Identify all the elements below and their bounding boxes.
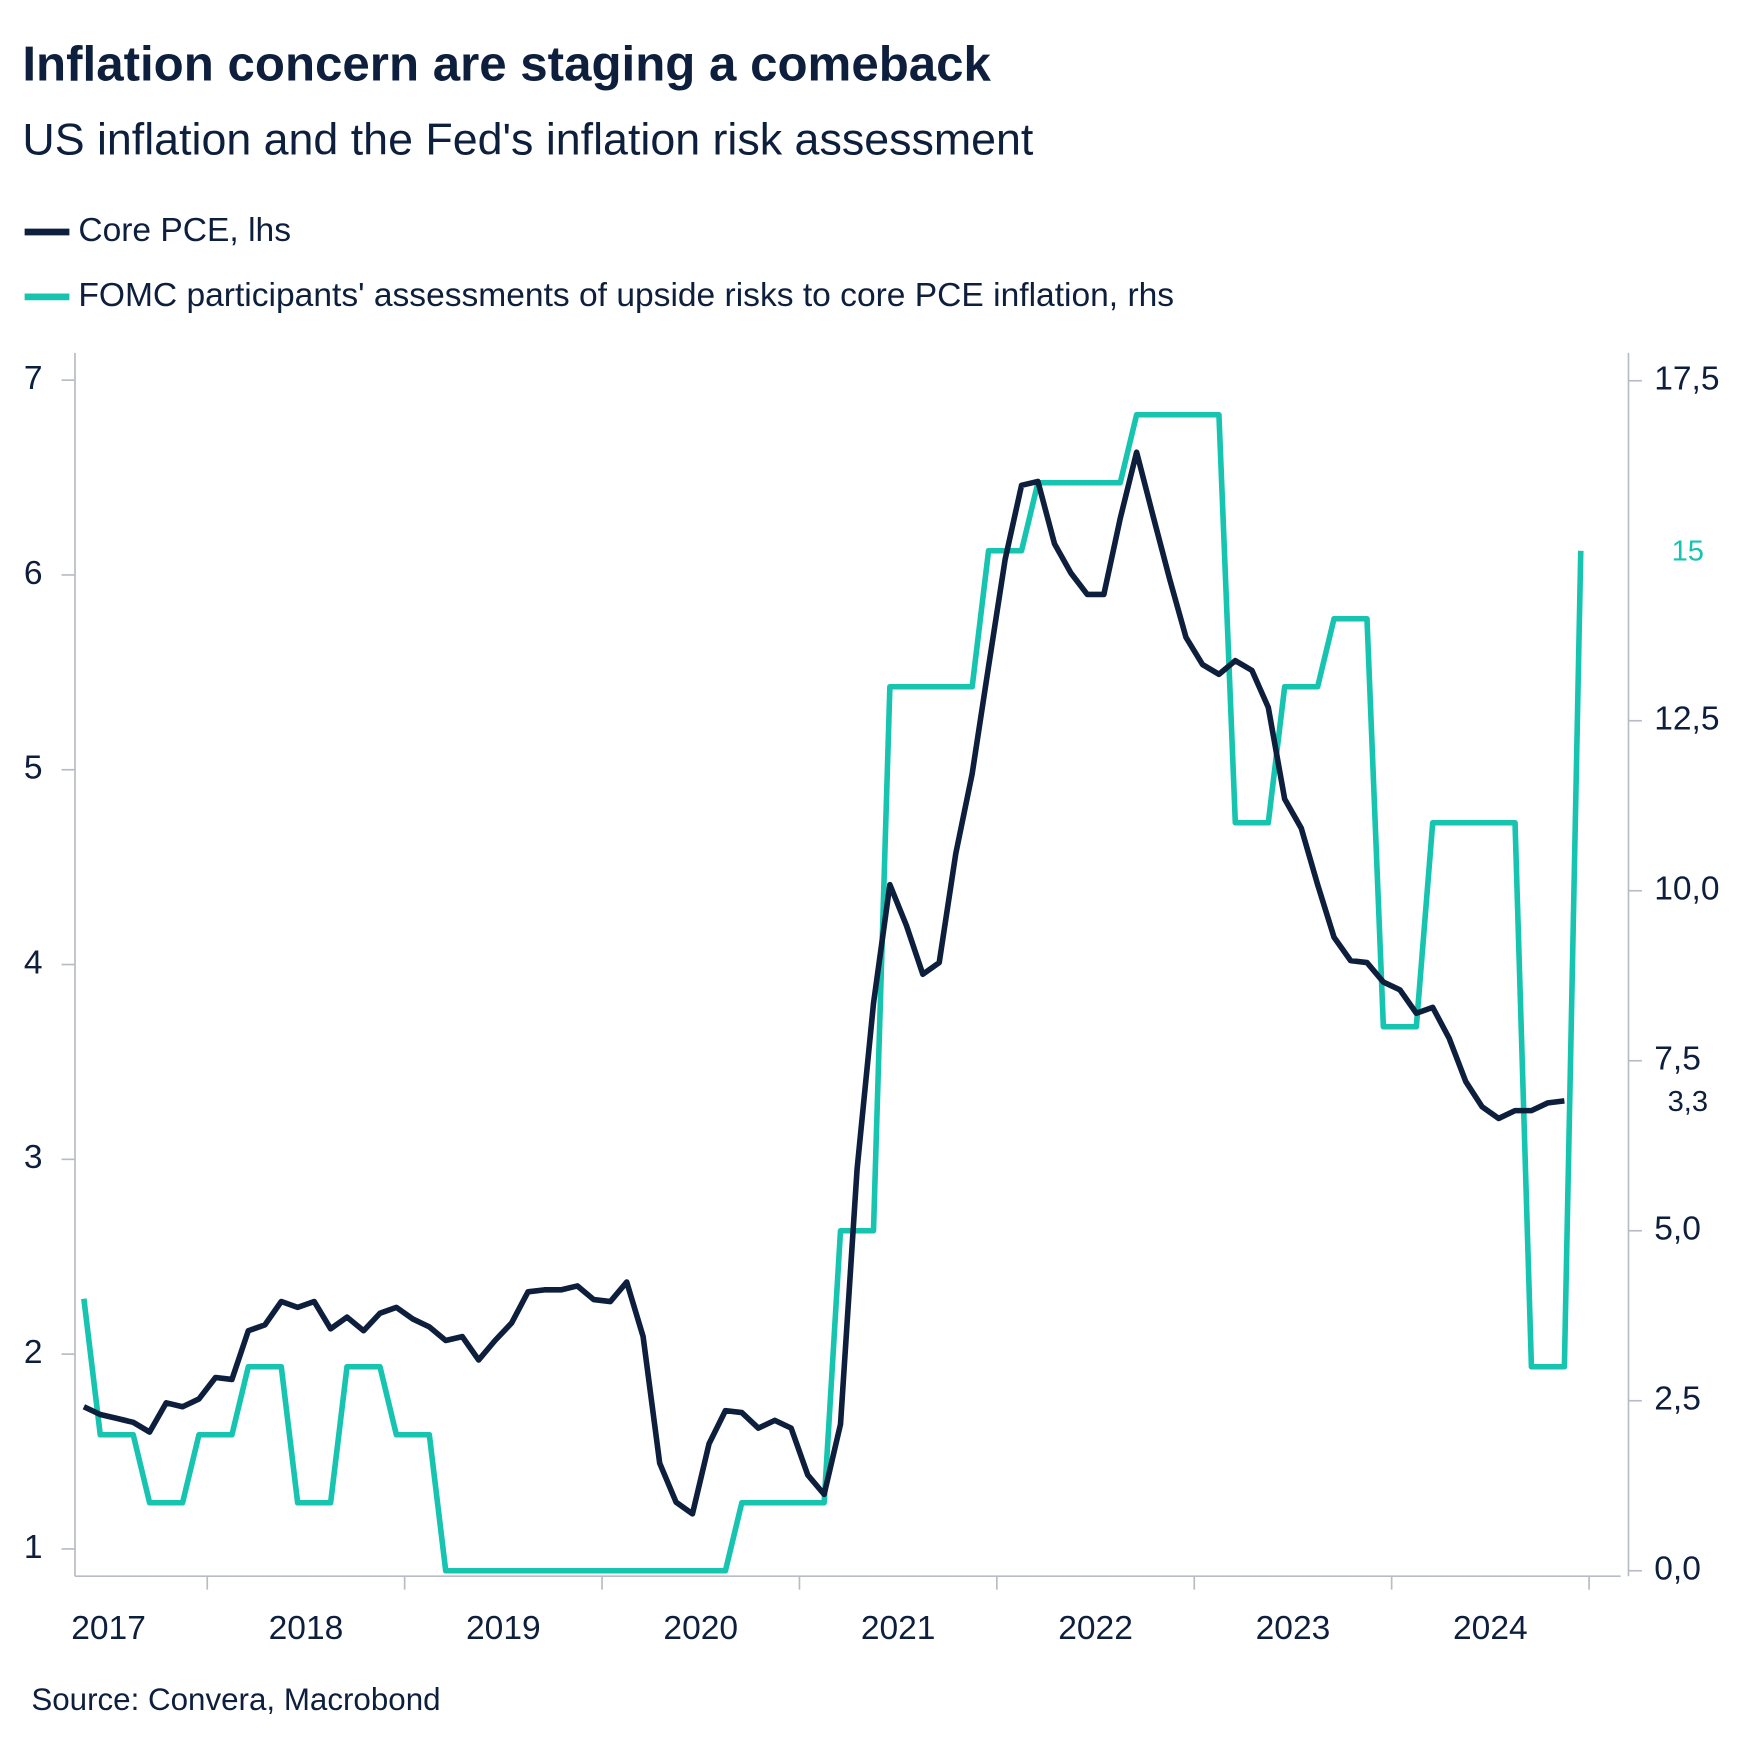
x-tick-label: 2022 [1058,1610,1133,1647]
x-tick-label: 2020 [663,1610,738,1647]
chart-title: Inflation concern are staging a comeback [22,36,991,91]
y2-tick-label: 7,5 [1654,1041,1701,1078]
y-tick-label: 4 [24,944,43,981]
y2-tick-label: 5,0 [1654,1211,1701,1248]
series-line [82,449,1565,1517]
x-tick-label: 2017 [71,1610,146,1647]
chart-subtitle: US inflation and the Fed's inflation ris… [22,114,1034,164]
y2-tick-label: 12,5 [1654,701,1719,738]
value-label: 15 [1672,536,1704,568]
x-tick-label: 2019 [466,1610,541,1647]
y-tick-label: 1 [24,1529,43,1566]
y-tick-label: 2 [24,1334,43,1371]
y2-tick-label: 17,5 [1654,361,1719,398]
x-tick-label: 2023 [1256,1610,1331,1647]
legend-label: Core PCE, lhs [78,212,291,249]
y-tick-label: 5 [24,750,43,787]
y-tick-label: 3 [24,1139,43,1176]
source-note: Source: Convera, Macrobond [31,1682,440,1717]
y2-tick-label: 10,0 [1654,871,1719,908]
y-tick-label: 6 [24,555,43,592]
y-tick-label: 7 [24,360,43,397]
value-label: 3,3 [1668,1086,1708,1118]
y2-tick-label: 2,5 [1654,1381,1701,1418]
x-tick-label: 2018 [269,1610,344,1647]
legend-label: FOMC participants' assessments of upside… [78,277,1174,314]
x-tick-label: 2024 [1453,1610,1528,1647]
y2-tick-label: 0,0 [1654,1551,1701,1588]
series-line [81,411,1584,1574]
x-tick-label: 2021 [861,1610,936,1647]
